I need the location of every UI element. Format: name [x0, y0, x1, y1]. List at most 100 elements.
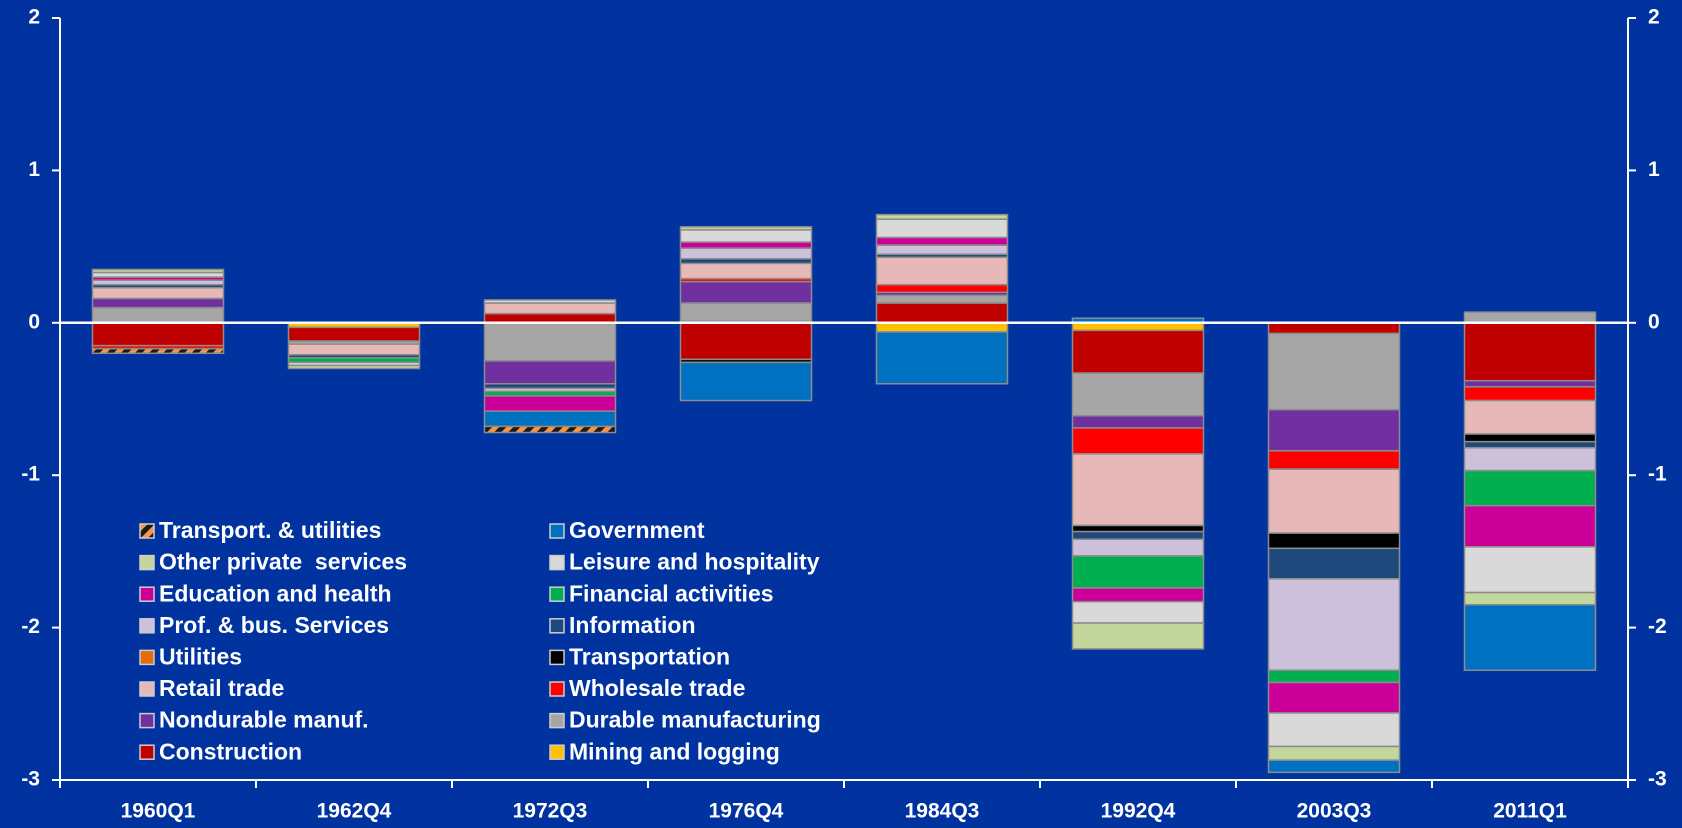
- bar-segment: [1267, 578, 1401, 672]
- y-tick-label: 2: [28, 6, 40, 29]
- legend-label: Construction: [159, 738, 302, 764]
- y-tick-label: 0: [28, 310, 40, 333]
- legend-swatch: [139, 681, 155, 697]
- bar-segment: [875, 302, 1009, 324]
- y2-tick-label: -2: [1648, 615, 1667, 638]
- y-tick-label: 1: [28, 158, 40, 181]
- bar-segment: [679, 361, 813, 402]
- bar-segment: [1463, 447, 1597, 472]
- legend-label: Government: [569, 517, 705, 543]
- legend-label: Information: [569, 612, 696, 638]
- bar-segment: [875, 294, 1009, 304]
- bar-segment: [91, 306, 225, 324]
- legend-label: Financial activities: [569, 580, 774, 606]
- legend-swatch: [549, 744, 565, 760]
- bar-segment: [679, 302, 813, 323]
- x-tick-label: 2003Q3: [1297, 800, 1372, 823]
- x-tick-label: 1960Q1: [121, 800, 196, 823]
- bar-segment: [1463, 433, 1597, 443]
- legend-label: Transportation: [569, 643, 730, 669]
- bar-segment: [679, 280, 813, 304]
- bar-segment: [1267, 681, 1401, 714]
- bar-segment: [1267, 332, 1401, 411]
- bar-segment: [1071, 372, 1205, 417]
- legend-swatch: [139, 744, 155, 760]
- legend-label: Mining and logging: [569, 738, 780, 764]
- bar-segment: [1463, 322, 1597, 382]
- bar-segment: [1267, 745, 1401, 761]
- bar-segment: [1267, 322, 1401, 335]
- bar-segment: [679, 226, 813, 231]
- bar-segment: [1071, 453, 1205, 527]
- bar-segment: [483, 410, 617, 428]
- legend-swatch: [549, 681, 565, 697]
- bar-segment: [1463, 311, 1597, 324]
- legend-swatch: [139, 649, 155, 666]
- bar-segment: [679, 241, 813, 249]
- bar-segment: [875, 256, 1009, 286]
- bar-segment: [483, 299, 617, 304]
- legend-label: Wholesale trade: [569, 675, 745, 701]
- bar-segment: [1071, 524, 1205, 533]
- legend-label: Prof. & bus. Services: [159, 612, 389, 638]
- bar-segment: [1267, 712, 1401, 748]
- y2-tick-label: 1: [1648, 158, 1660, 181]
- x-tick-label: 1972Q3: [513, 800, 588, 823]
- bar-segment: [483, 322, 617, 362]
- legend-swatch: [549, 712, 565, 729]
- x-tick-label: 1962Q4: [317, 800, 392, 823]
- bar-segment: [1267, 468, 1401, 534]
- bar-segment: [1463, 379, 1597, 388]
- bar-segment: [1071, 600, 1205, 624]
- bar-segment: [287, 364, 421, 370]
- bar-segment: [875, 322, 1009, 333]
- bar-segment: [1463, 440, 1597, 449]
- bar-segment: [91, 297, 225, 309]
- bar-segment: [1071, 530, 1205, 540]
- x-tick-label: 1992Q4: [1101, 800, 1176, 823]
- legend-swatch: [549, 586, 565, 602]
- bar-segment: [483, 360, 617, 385]
- bar-segment: [1267, 669, 1401, 684]
- legend-swatch: [549, 554, 565, 571]
- bar-segment: [1463, 546, 1597, 594]
- bar-segment: [1071, 538, 1205, 557]
- bar-segment: [679, 262, 813, 280]
- bar-segment: [1071, 427, 1205, 455]
- y-tick-label: -1: [21, 463, 40, 486]
- y2-tick-label: -1: [1648, 463, 1667, 486]
- bar-segment: [1463, 603, 1597, 672]
- legend-swatch: [139, 712, 155, 729]
- legend-label: Leisure and hospitality: [569, 549, 820, 575]
- legend-swatch: [139, 586, 155, 602]
- bar-segment: [91, 268, 225, 274]
- bar-segment: [875, 218, 1009, 239]
- bar-segment: [483, 395, 617, 412]
- bar-segment: [679, 247, 813, 260]
- legend-swatch: [139, 618, 155, 634]
- bar-segment: [1463, 399, 1597, 435]
- legend-swatch: [549, 649, 565, 666]
- legend-label: Durable manufacturing: [569, 707, 821, 733]
- x-tick-label: 1976Q4: [709, 800, 784, 823]
- bar-segment: [1071, 415, 1205, 429]
- bar-segment: [875, 283, 1009, 294]
- bar-segment: [1071, 329, 1205, 374]
- bar-segment: [287, 343, 421, 356]
- bar-segment: [1463, 591, 1597, 606]
- legend-label: Transport. & utilities: [159, 517, 381, 543]
- legend-label: Other private services: [159, 549, 407, 575]
- y-tick-label: -2: [21, 615, 40, 638]
- legend-swatch: [139, 554, 155, 571]
- y2-tick-label: 0: [1648, 310, 1660, 333]
- bar-segment: [875, 244, 1009, 255]
- bar-segment: [483, 302, 617, 315]
- y2-tick-label: -3: [1648, 768, 1667, 791]
- legend-label: Utilities: [159, 643, 242, 669]
- bar-segment: [1267, 532, 1401, 550]
- bar-segment: [1267, 450, 1401, 470]
- legend-swatch: [139, 523, 155, 539]
- legend-label: Education and health: [159, 580, 392, 606]
